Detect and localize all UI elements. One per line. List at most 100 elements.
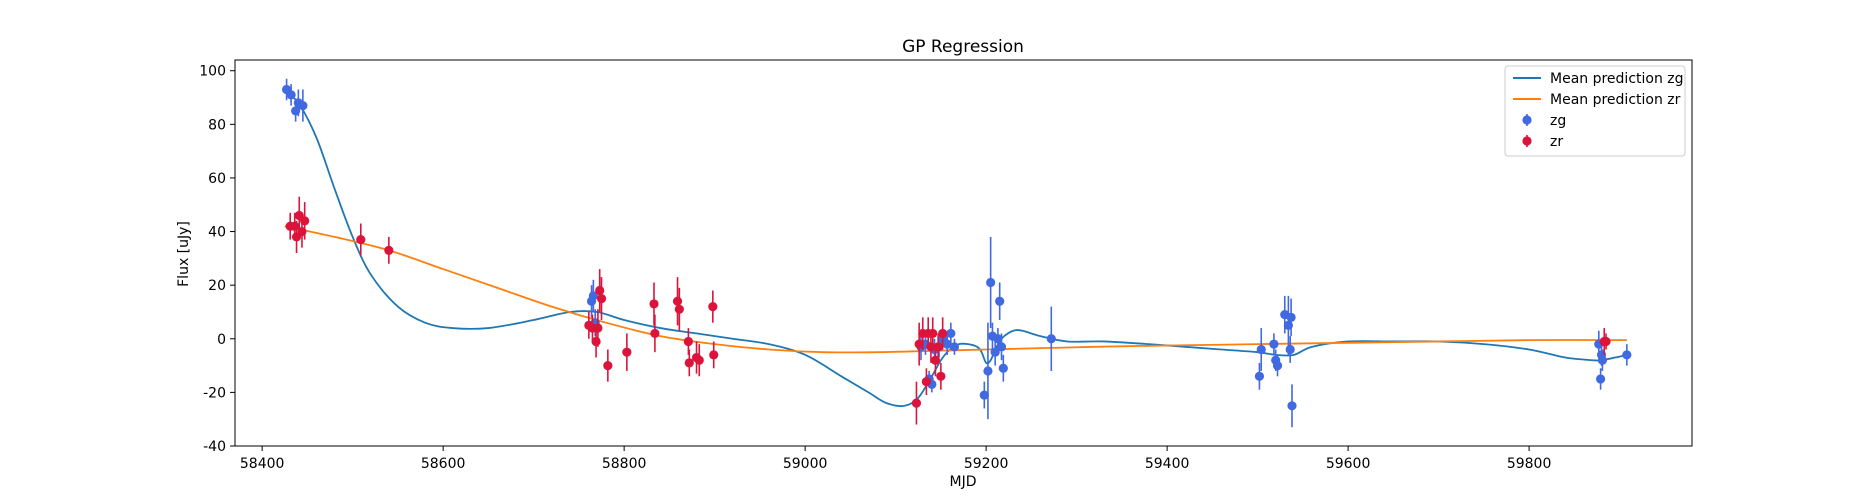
marker-zr <box>595 285 605 296</box>
marker-zg <box>1595 374 1606 384</box>
data-point-zg <box>996 333 1007 361</box>
data-point-zg <box>990 338 1000 366</box>
marker-zr <box>622 347 632 357</box>
mean-prediction-line-zg <box>284 91 1628 407</box>
marker-zg <box>1622 350 1632 360</box>
data-point-zr <box>936 362 946 390</box>
data-point-zr <box>709 341 719 369</box>
marker-zg <box>1256 344 1266 355</box>
data-point-zg <box>1595 368 1606 390</box>
data-point-zr <box>708 290 718 323</box>
data-point-zr <box>694 344 704 377</box>
y-tick-label: 20 <box>208 278 226 294</box>
marker-zr <box>603 360 613 371</box>
data-point-zr <box>595 269 605 312</box>
y-tick-label: 0 <box>217 332 226 348</box>
marker-zr <box>384 245 394 255</box>
legend-marker-zg-points <box>1522 115 1532 125</box>
x-tick-label: 59600 <box>1326 456 1371 472</box>
data-point-zg <box>949 338 960 355</box>
data-point-zg <box>1254 362 1265 390</box>
marker-zg <box>995 296 1005 306</box>
marker-zr <box>356 234 366 245</box>
marker-zr <box>921 377 931 387</box>
data-point-zg <box>1269 333 1279 355</box>
marker-zg <box>1272 360 1283 371</box>
marker-zr <box>694 355 704 365</box>
marker-zg <box>986 277 996 288</box>
data-point-zg <box>1597 349 1608 371</box>
data-point-zr <box>384 236 394 264</box>
marker-zg <box>990 347 1000 357</box>
data-point-zr <box>622 333 632 371</box>
data-point-zr <box>933 333 943 361</box>
marker-zr <box>672 296 683 306</box>
data-point-zg <box>1286 298 1296 337</box>
data-point-zr <box>911 381 922 425</box>
marker-zg <box>1287 401 1297 411</box>
legend: Mean prediction zg Mean prediction zr zg zr <box>1504 65 1686 157</box>
marker-zg <box>983 366 993 376</box>
marker-zg <box>1286 312 1296 322</box>
data-point-zg <box>986 236 996 329</box>
legend-label-zg-line: Mean prediction zg <box>1550 71 1684 87</box>
x-tick-label: 59800 <box>1507 456 1552 472</box>
marker-zr <box>1601 336 1611 347</box>
legend-label-zr-line: Mean prediction zr <box>1550 92 1681 108</box>
data-point-zg <box>995 282 1005 321</box>
marker-zg <box>588 291 598 301</box>
marker-zg <box>946 328 956 339</box>
marker-zg <box>1285 344 1295 355</box>
data-point-zg <box>998 354 1008 382</box>
marker-zr <box>674 304 684 314</box>
data-point-zr <box>300 202 310 240</box>
data-point-zg <box>588 279 598 312</box>
marker-zg <box>1046 334 1056 344</box>
x-tick-label: 58400 <box>240 456 285 472</box>
plot-frame <box>234 59 1693 447</box>
x-tick-label: 58600 <box>421 456 466 472</box>
data-point-zr <box>356 223 366 256</box>
marker-zg <box>1597 355 1608 365</box>
marker-zr <box>928 328 938 339</box>
x-tick-label: 58800 <box>602 456 647 472</box>
marker-zr <box>591 336 601 347</box>
data-point-zr <box>684 349 694 377</box>
data-point-zg <box>983 322 993 420</box>
data-point-zr <box>928 317 938 350</box>
data-point-zr <box>672 277 683 326</box>
marker-zg <box>996 342 1007 352</box>
plot-area <box>281 78 1632 428</box>
marker-zr <box>650 328 660 339</box>
data-point-zg <box>1272 354 1283 377</box>
marker-zr <box>649 299 659 309</box>
data-point-zg <box>298 89 308 122</box>
marker-zr <box>914 339 924 349</box>
data-point-zr <box>603 349 613 382</box>
data-point-zr <box>674 287 684 331</box>
data-point-zg <box>286 84 296 106</box>
y-tick-label: -40 <box>203 439 226 455</box>
axes: 58400 58600 58800 59000 59200 59400 59600 59800… <box>199 59 1693 472</box>
marker-zr <box>684 358 694 368</box>
legend-label-zg-points: zg <box>1550 113 1566 129</box>
x-tick-label: 59200 <box>964 456 1009 472</box>
data-point-zg <box>1256 328 1266 371</box>
x-tick-label: 59400 <box>1145 456 1190 472</box>
marker-zr <box>708 302 718 312</box>
marker-zr <box>933 342 943 352</box>
marker-zr <box>709 350 719 360</box>
legend-marker-zr-points <box>1522 136 1532 146</box>
data-point-zg <box>942 333 952 355</box>
data-point-zg <box>1285 336 1295 363</box>
data-point-zr <box>1601 333 1611 350</box>
data-point-zg <box>1622 344 1632 366</box>
y-tick-label: 80 <box>208 117 226 133</box>
marker-zg <box>993 334 1003 344</box>
y-tick-label: 60 <box>208 171 226 187</box>
marker-zr <box>596 293 607 304</box>
x-tick-label: 59000 <box>783 456 828 472</box>
marker-zr <box>683 336 693 347</box>
data-point-zr <box>914 322 924 366</box>
